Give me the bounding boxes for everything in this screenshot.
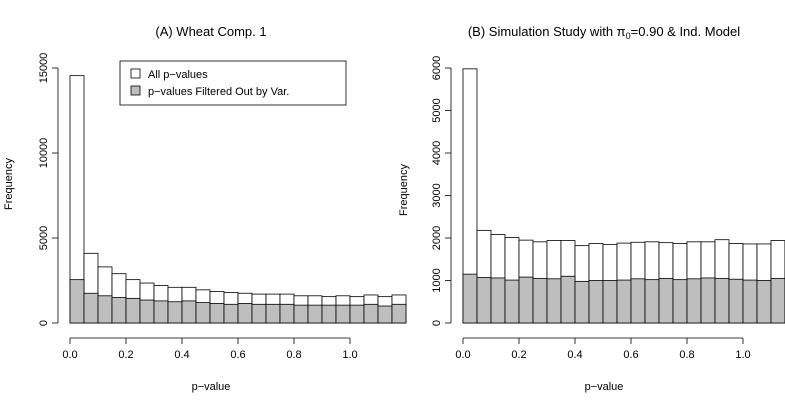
panel-b-bar-filtered-16 [686,278,702,324]
panel-b-y-tick-label: 3000 [431,183,443,207]
panel-a-x-tick-label: 0.0 [62,349,77,361]
panel-b-bar-filtered-20 [742,279,758,324]
panel-b-bar-filtered-14 [658,277,674,324]
panel-b-title-suffix: =0.90 & Ind. Model [631,24,741,39]
panel-b-bar-filtered-1 [476,277,492,324]
panel-a-bar-filtered-0 [69,279,85,324]
panel-b-bar-filtered-15 [672,279,688,324]
panel-a-bar-filtered-7 [167,301,183,324]
panel-b-bar-filtered-7 [560,275,576,324]
panel-a-bars [69,75,407,324]
panel-b-bar-filtered-6 [546,278,562,324]
panel-a-x-tick-label: 0.2 [118,349,133,361]
panel-b-bar-filtered-8 [574,280,590,324]
panel-a: (A) Wheat Comp. 1 p−value Frequency 0.0 0… [3,24,407,393]
panel-b: (B) Simulation Study with π0=0.90 & Ind.… [398,24,785,393]
legend-swatch-all [130,68,141,79]
panel-a-y-tick-label: 5000 [38,226,50,250]
panel-b-y-tick-label: 4000 [431,141,443,165]
panel-b-bar-filtered-10 [602,280,618,324]
panel-a-x-tick-label: 1.0 [342,349,357,361]
legend-label-filtered: p−values Filtered Out by Var. [148,86,289,98]
panel-b-bar-filtered-12 [630,278,646,324]
legend-box [119,60,347,106]
panel-a-xlabel: p−value [192,381,231,393]
panel-a-axes: 0.0 0.2 0.4 0.6 0.8 1.0 0 5000 10000 15000 [38,53,358,361]
panel-a-y-tick-label: 10000 [38,138,50,169]
panel-a-bar-filtered-9 [195,302,211,324]
panel-a-bar-filtered-12 [237,303,253,324]
panel-b-bar-filtered-13 [644,279,660,324]
panel-b-bar-filtered-11 [616,279,632,324]
panel-a-x-tick-label: 0.4 [174,349,189,361]
panel-a-bar-filtered-3 [111,297,127,324]
panel-a-bar-filtered-21 [363,303,379,324]
legend-swatch-filtered [130,85,141,96]
panel-b-bar-filtered-0 [462,273,478,324]
panel-b-title-prefix: (B) Simulation Study with π [468,24,626,39]
panel-b-bar-filtered-3 [504,279,520,324]
panel-a-bar-filtered-2 [97,295,113,324]
legend-label-all: All p−values [148,69,208,81]
panel-b-bar-filtered-19 [728,278,744,324]
panel-b-bar-filtered-5 [532,277,548,324]
panel-b-x-tick-label: 0.6 [623,349,638,361]
panel-b-bar-filtered-21 [756,280,772,324]
panel-b-y-tick-label: 2000 [431,226,443,250]
panel-a-bar-filtered-16 [293,304,309,324]
panel-b-axes: 0.0 0.2 0.4 0.6 0.8 1.0 0 1000 2000 3000 4000 5000 6… [431,56,751,361]
panel-a-bar-filtered-15 [279,303,295,324]
panel-a-ylabel: Frequency [3,158,15,210]
panel-b-title: (B) Simulation Study with π0=0.90 & Ind.… [468,24,740,41]
panel-a-y-tick-label: 0 [38,320,50,326]
panel-a-bar-filtered-1 [83,292,99,324]
panel-b-y-tick-label: 5000 [431,98,443,122]
panel-b-x-tick-label: 1.0 [735,349,750,361]
panel-a-y-tick-label: 15000 [38,53,50,84]
panel-a-x-tick-label: 0.8 [286,349,301,361]
panel-a-title: (A) Wheat Comp. 1 [155,24,266,39]
panel-b-ylabel: Frequency [398,164,410,216]
panel-b-x-tick-label: 0.8 [679,349,694,361]
panel-a-legend: All p−values p−values Filtered Out by Va… [119,60,347,106]
panel-a-bar-filtered-11 [223,303,239,324]
panel-b-x-tick-label: 0.0 [455,349,470,361]
panel-b-xlabel: p−value [585,381,624,393]
panel-a-bar-filtered-14 [265,303,281,324]
panel-b-bar-filtered-2 [490,277,506,324]
panel-a-bar-filtered-13 [251,303,267,324]
panel-a-bar-filtered-10 [209,303,225,324]
panel-a-bar-filtered-4 [125,297,141,324]
panel-b-bar-filtered-4 [518,276,534,324]
panel-b-bar-filtered-9 [588,280,604,324]
panel-a-bar-filtered-17 [307,304,323,324]
panel-b-y-tick-label: 0 [431,320,443,326]
panel-a-bar-filtered-5 [139,299,155,324]
panel-b-bar-filtered-17 [700,277,716,324]
panel-a-bar-filtered-6 [153,300,169,324]
panel-b-bar-filtered-22 [770,277,785,324]
panel-a-bar-filtered-19 [335,304,351,324]
panel-b-x-tick-label: 0.2 [511,349,526,361]
panel-a-bar-filtered-8 [181,300,197,324]
panel-b-y-tick-label: 6000 [431,56,443,80]
panel-a-bar-filtered-22 [377,305,393,324]
panel-b-y-tick-label: 1000 [431,268,443,292]
panel-a-x-tick-label: 0.6 [230,349,245,361]
panel-a-bar-filtered-23 [391,303,407,324]
panel-a-bar-filtered-18 [321,304,337,324]
panel-b-bars [462,68,785,324]
panel-b-x-tick-label: 0.4 [567,349,582,361]
panel-b-title-subscript: 0 [626,31,631,41]
panel-a-bar-filtered-20 [349,304,365,324]
panel-b-bar-filtered-18 [714,277,730,324]
